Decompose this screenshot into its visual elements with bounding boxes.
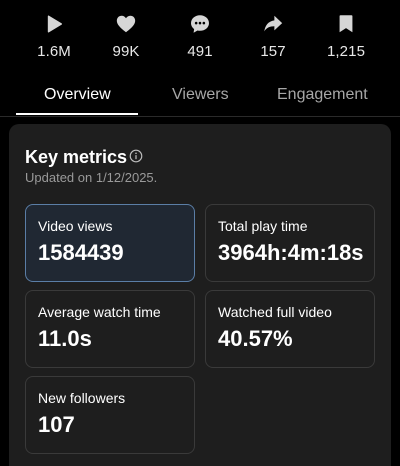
stat-shares: 157 bbox=[233, 0, 313, 60]
stat-likes: 99K bbox=[86, 0, 166, 60]
saves-count: 1,215 bbox=[326, 43, 366, 60]
bookmark-icon bbox=[335, 13, 357, 35]
metric-new-followers[interactable]: New followers 107 bbox=[25, 376, 195, 454]
tab-viewers[interactable]: Viewers bbox=[172, 86, 229, 103]
metric-label: Total play time bbox=[218, 218, 308, 234]
share-icon bbox=[262, 13, 284, 35]
comments-count: 491 bbox=[187, 43, 213, 60]
metric-value: 3964h:4m:18s bbox=[218, 240, 364, 265]
updated-date: Updated on 1/12/2025. bbox=[25, 170, 158, 185]
key-metrics-card: Key metrics Updated on 1/12/2025. Video … bbox=[9, 124, 391, 466]
metric-label: Watched full video bbox=[218, 304, 332, 320]
heart-icon bbox=[115, 13, 137, 35]
stat-plays: 1.6M bbox=[14, 0, 94, 60]
active-tab-indicator bbox=[16, 113, 138, 115]
tab-overview[interactable]: Overview bbox=[44, 86, 111, 103]
stat-comments: 491 bbox=[160, 0, 240, 60]
comment-icon bbox=[189, 13, 211, 35]
stat-saves: 1,215 bbox=[306, 0, 386, 60]
likes-count: 99K bbox=[112, 43, 140, 60]
metric-average-watch-time[interactable]: Average watch time 11.0s bbox=[25, 290, 195, 368]
plays-count: 1.6M bbox=[37, 43, 71, 60]
key-metrics-title: Key metrics bbox=[25, 147, 128, 167]
analytics-tabs: Overview Viewers Engagement bbox=[0, 72, 400, 117]
metric-label: Video views bbox=[38, 218, 113, 234]
play-icon bbox=[43, 13, 65, 35]
shares-count: 157 bbox=[260, 43, 286, 60]
metric-watched-full-video[interactable]: Watched full video 40.57% bbox=[205, 290, 375, 368]
metric-total-play-time[interactable]: Total play time 3964h:4m:18s bbox=[205, 204, 375, 282]
metric-video-views[interactable]: Video views 1584439 bbox=[25, 204, 195, 282]
metric-value: 40.57% bbox=[218, 326, 293, 351]
metric-value: 11.0s bbox=[38, 326, 92, 351]
metric-label: New followers bbox=[38, 390, 126, 406]
video-stats-row: 1.6M 99K 491 157 1,215 bbox=[0, 0, 400, 72]
metric-label: Average watch time bbox=[38, 304, 161, 320]
metric-value: 107 bbox=[38, 412, 75, 437]
metric-value: 1584439 bbox=[38, 240, 124, 265]
info-icon[interactable] bbox=[129, 149, 143, 163]
tab-engagement[interactable]: Engagement bbox=[277, 86, 368, 103]
